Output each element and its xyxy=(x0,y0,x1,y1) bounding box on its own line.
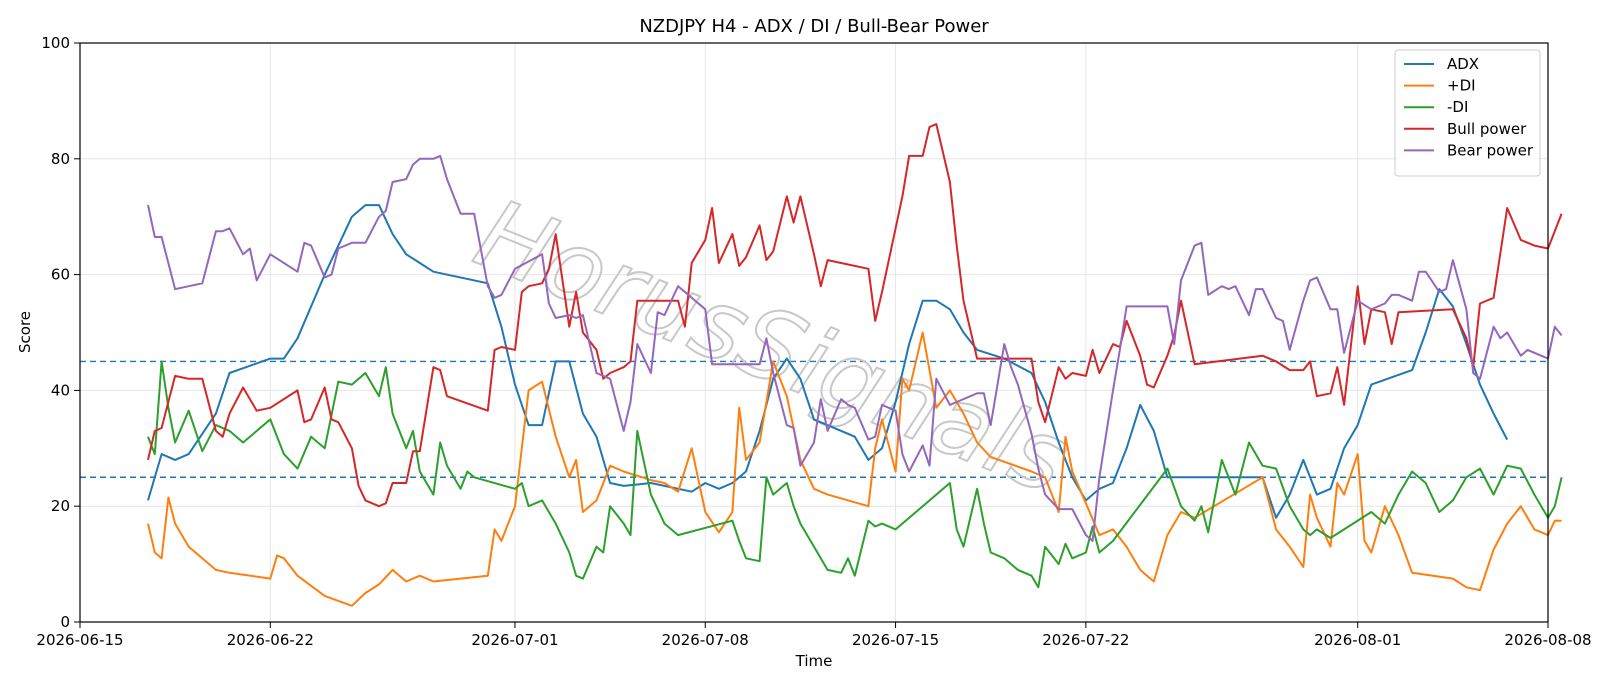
x-axis-label: Time xyxy=(795,652,833,670)
y-tick-label: 0 xyxy=(60,613,70,631)
legend-label: ADX xyxy=(1447,55,1479,73)
y-tick-label: 80 xyxy=(51,150,70,168)
x-tick-label: 2026-07-15 xyxy=(852,631,939,649)
x-tick-label: 2026-06-22 xyxy=(227,631,314,649)
x-tick-label: 2026-07-22 xyxy=(1042,631,1129,649)
x-tick-label: 2026-08-08 xyxy=(1504,631,1591,649)
y-tick-label: 100 xyxy=(41,34,70,52)
legend-label: Bear power xyxy=(1447,141,1534,159)
x-tick-label: 2026-08-01 xyxy=(1314,631,1401,649)
series-line-bull-power xyxy=(147,123,1563,508)
y-tick-label: 60 xyxy=(51,266,70,284)
chart-title: NZDJPY H4 - ADX / DI / Bull-Bear Power xyxy=(639,16,989,37)
y-axis-label: Score xyxy=(16,311,34,353)
legend-box xyxy=(1394,49,1541,177)
series-line-adx xyxy=(147,204,1509,519)
legend-label: Bull power xyxy=(1447,120,1527,138)
reference-lines xyxy=(80,360,1548,478)
x-tick-label: 2026-06-15 xyxy=(36,631,123,649)
legend-label: +DI xyxy=(1447,77,1476,95)
legend: ADX +DI -DI Bull power Bear power xyxy=(1394,49,1541,177)
plot-frame xyxy=(79,42,1549,623)
legend-label: -DI xyxy=(1447,98,1468,116)
series-line-bear-power xyxy=(147,154,1563,542)
series-lines xyxy=(147,123,1563,607)
series-line-di xyxy=(147,331,1562,607)
y-tick-label: 40 xyxy=(51,381,70,399)
x-tick-label: 2026-07-01 xyxy=(471,631,558,649)
series-line-di xyxy=(147,360,1563,589)
y-axis-ticks: 0 20 40 60 80 100 xyxy=(41,34,80,631)
x-axis-ticks: 2026-06-15 2026-06-22 2026-07-01 2026-07-08… xyxy=(36,622,1592,649)
y-tick-label: 20 xyxy=(51,497,70,515)
x-tick-label: 2026-07-08 xyxy=(662,631,749,649)
